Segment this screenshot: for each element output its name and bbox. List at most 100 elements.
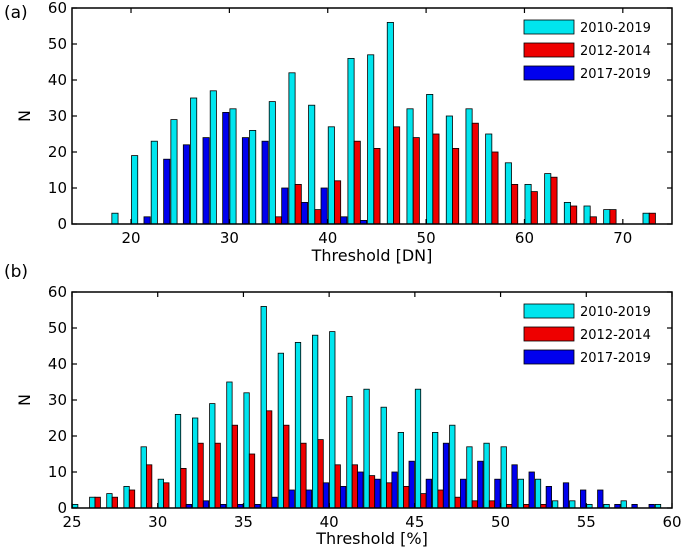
- bar: [261, 140, 269, 225]
- bar: [294, 341, 302, 509]
- bar: [190, 97, 198, 225]
- bar: [271, 496, 278, 509]
- bar: [642, 212, 650, 225]
- bar: [131, 155, 139, 225]
- y-tick-label: 10: [48, 463, 67, 481]
- bar: [123, 485, 130, 509]
- bar: [368, 475, 376, 509]
- x-tick-label: 70: [613, 229, 632, 247]
- bar: [334, 464, 341, 509]
- bar: [157, 478, 164, 509]
- bar: [300, 442, 307, 509]
- bar: [477, 460, 484, 509]
- bar: [281, 187, 289, 225]
- bar: [408, 460, 415, 509]
- bar: [347, 58, 355, 225]
- y-tick-label: 10: [48, 179, 67, 197]
- bar: [386, 21, 394, 225]
- y-tick-label: 30: [48, 391, 67, 409]
- bar: [163, 158, 171, 225]
- bar: [524, 183, 532, 225]
- y-tick-label: 40: [48, 355, 67, 373]
- bar: [308, 104, 316, 225]
- bar: [504, 162, 512, 225]
- bar: [226, 381, 233, 509]
- bar: [570, 205, 578, 225]
- bar: [363, 388, 370, 509]
- x-tick-label: 60: [515, 229, 534, 247]
- bar: [202, 500, 210, 509]
- bar: [334, 180, 342, 225]
- bar: [412, 137, 420, 225]
- bar: [488, 500, 496, 509]
- series-2012-2014: [275, 122, 656, 225]
- bar: [89, 496, 96, 509]
- bar: [340, 216, 348, 225]
- x-tick-label: 60: [662, 513, 681, 531]
- bar: [393, 126, 401, 225]
- bar: [511, 464, 518, 509]
- x-tick-label: 30: [220, 229, 239, 247]
- bar: [180, 467, 187, 509]
- bar: [465, 108, 473, 225]
- bar: [128, 489, 136, 509]
- bar: [367, 54, 375, 225]
- legend-label: 2010-2019: [580, 21, 651, 36]
- legend-swatch: [523, 326, 575, 342]
- legend: 2010-2019 2012-2014 2017-2019: [523, 19, 651, 82]
- legend-label: 2017-2019: [580, 351, 651, 366]
- bar: [351, 464, 358, 509]
- bar: [231, 424, 238, 509]
- bar: [491, 151, 499, 225]
- bar: [312, 334, 319, 509]
- series-2017-2019: [143, 112, 367, 225]
- y-tick-label: 20: [48, 143, 67, 161]
- x-tick-label: 20: [121, 229, 140, 247]
- legend: 2010-2019 2012-2014 2017-2019: [523, 303, 651, 366]
- y-tick-label: 50: [48, 319, 67, 337]
- bar: [170, 119, 178, 225]
- bar: [569, 500, 576, 509]
- bar: [214, 442, 221, 509]
- bar: [283, 424, 290, 509]
- x-tick-label: 35: [234, 513, 253, 531]
- legend-swatch: [523, 303, 575, 319]
- bar: [305, 489, 312, 509]
- bar: [106, 493, 113, 509]
- bar: [425, 478, 432, 509]
- bar: [192, 417, 199, 509]
- bar: [249, 129, 257, 225]
- bar: [373, 147, 381, 225]
- bar: [466, 446, 473, 509]
- bar: [243, 392, 250, 509]
- bar: [340, 485, 347, 509]
- x-tick-label: 50: [417, 229, 436, 247]
- chart-panel-1: 25 30 35 40 45 50 55 60 0 10 20 30 40 50 60 Threshold […: [4, 262, 682, 548]
- bar: [454, 496, 461, 509]
- bar: [277, 352, 284, 509]
- x-tick-label: 45: [405, 513, 424, 531]
- bar: [452, 147, 460, 225]
- bar: [445, 115, 453, 225]
- x-axis-label: Threshold [%]: [315, 529, 428, 548]
- y-tick-label: 60: [48, 283, 67, 301]
- panel-label: (b): [4, 262, 28, 282]
- bar: [460, 478, 467, 509]
- x-tick-label: 40: [318, 229, 337, 247]
- bar: [322, 482, 330, 509]
- bar: [485, 133, 493, 225]
- x-axis-label: Threshold [DN]: [311, 246, 433, 265]
- bar: [530, 191, 538, 225]
- bar: [432, 431, 439, 509]
- bar: [589, 216, 597, 225]
- bar: [406, 108, 414, 225]
- bar: [320, 187, 328, 225]
- bar: [314, 209, 322, 225]
- bar: [597, 489, 604, 509]
- bar: [275, 216, 283, 225]
- bar: [603, 209, 611, 225]
- y-tick-label: 40: [48, 71, 67, 89]
- bar: [442, 442, 450, 509]
- bar: [268, 101, 276, 225]
- bar: [182, 144, 190, 225]
